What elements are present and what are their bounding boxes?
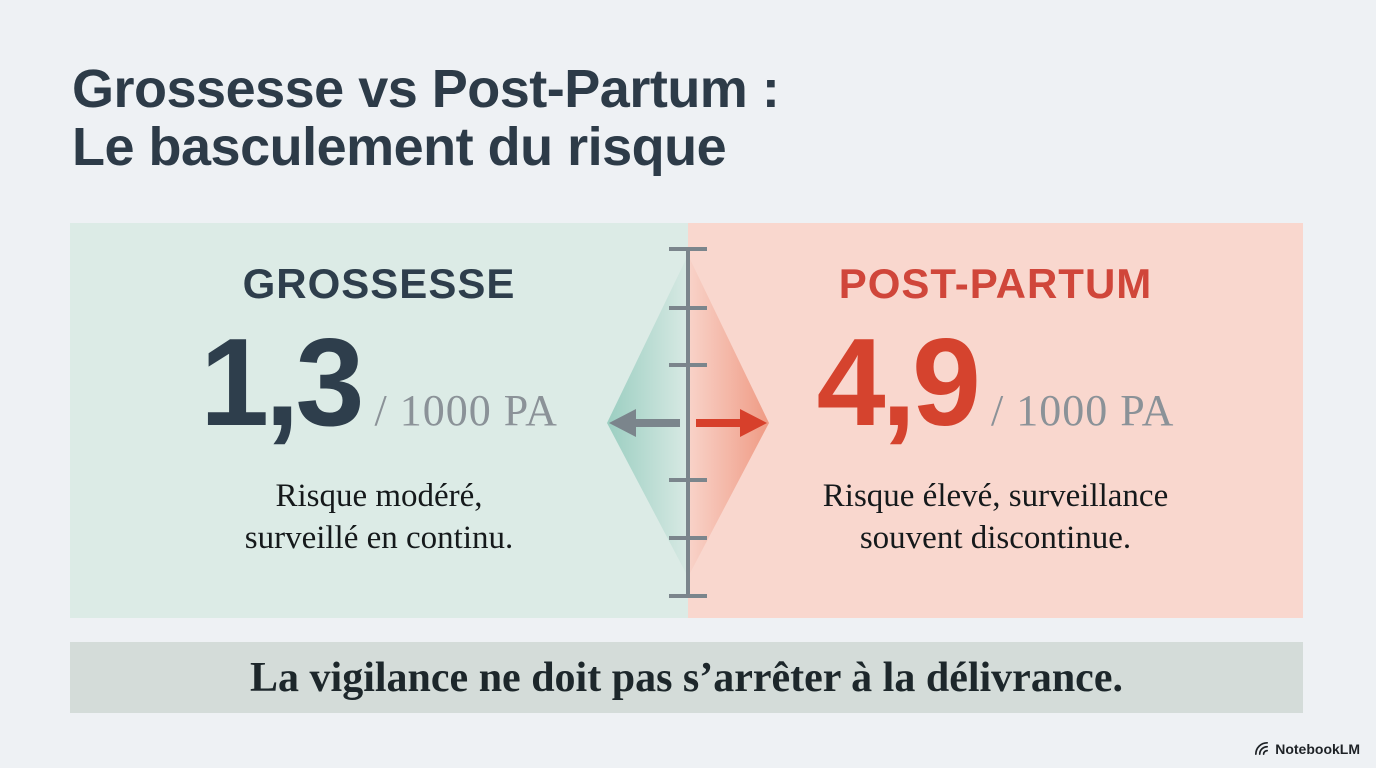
post-partum-heading: POST-PARTUM <box>838 260 1153 307</box>
grossesse-panel: GROSSESSE 1,3 / 1000 PA Risque modéré, s… <box>70 223 688 618</box>
post-partum-desc-line2: souvent discontinue. <box>859 520 1132 556</box>
comparison-panels: GROSSESSE 1,3 / 1000 PA Risque modéré, s… <box>70 223 1303 618</box>
grossesse-desc-line2: surveillé en continu. <box>244 520 514 556</box>
grossesse-value: 1,3 <box>200 314 364 452</box>
grossesse-heading: GROSSESSE <box>242 260 516 307</box>
post-partum-value: 4,9 <box>816 314 981 452</box>
footer-message: La vigilance ne doit pas s’arrêter à la … <box>250 654 1123 701</box>
post-partum-desc-line1: Risque élevé, surveillance <box>822 478 1169 514</box>
post-partum-description: Risque élevé, surveillance souvent disco… <box>688 475 1303 559</box>
notebooklm-label: NotebookLM <box>1275 740 1360 757</box>
post-partum-stat: 4,9 / 1000 PA <box>688 321 1303 445</box>
notebooklm-icon <box>1255 741 1269 756</box>
title-line-2: Le basculement du risque <box>72 117 727 177</box>
title-line-1: Grossesse vs Post-Partum : <box>72 59 780 119</box>
grossesse-description: Risque modéré, surveillé en continu. <box>70 475 688 559</box>
footer-banner: La vigilance ne doit pas s’arrêter à la … <box>70 642 1303 713</box>
grossesse-desc-line1: Risque modéré, <box>275 478 483 514</box>
grossesse-unit: / 1000 PA <box>374 386 558 435</box>
grossesse-stat: 1,3 / 1000 PA <box>70 321 688 445</box>
notebooklm-watermark: NotebookLM <box>1253 740 1360 757</box>
page-title: Grossesse vs Post-Partum : Le basculemen… <box>72 59 780 177</box>
post-partum-panel: POST-PARTUM 4,9 / 1000 PA Risque élevé, … <box>688 223 1303 618</box>
post-partum-unit: / 1000 PA <box>990 386 1175 435</box>
